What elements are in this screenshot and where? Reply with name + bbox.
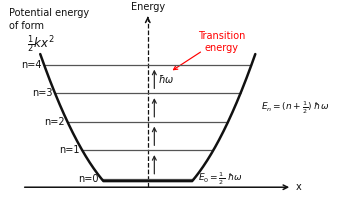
Text: n=1: n=1 [59, 145, 80, 155]
Text: $\hbar\omega$: $\hbar\omega$ [158, 73, 175, 85]
Text: of form: of form [9, 21, 44, 31]
Text: Transition: Transition [198, 31, 245, 41]
Text: Potential energy: Potential energy [9, 8, 89, 18]
Text: n=4: n=4 [21, 60, 41, 70]
Text: n=2: n=2 [44, 117, 65, 127]
Text: $E_n = (n + \frac{1}{2})\ \hbar\omega$: $E_n = (n + \frac{1}{2})\ \hbar\omega$ [261, 99, 329, 116]
Text: energy: energy [204, 43, 238, 53]
Text: $\frac{1}{2}kx^{2}$: $\frac{1}{2}kx^{2}$ [27, 34, 55, 55]
Text: n=3: n=3 [32, 88, 53, 98]
Text: n=0: n=0 [78, 174, 99, 184]
Text: Energy: Energy [131, 2, 165, 12]
Text: x: x [296, 182, 302, 192]
Text: $E_0 = \frac{1}{2}\ \hbar\omega$: $E_0 = \frac{1}{2}\ \hbar\omega$ [198, 170, 243, 187]
